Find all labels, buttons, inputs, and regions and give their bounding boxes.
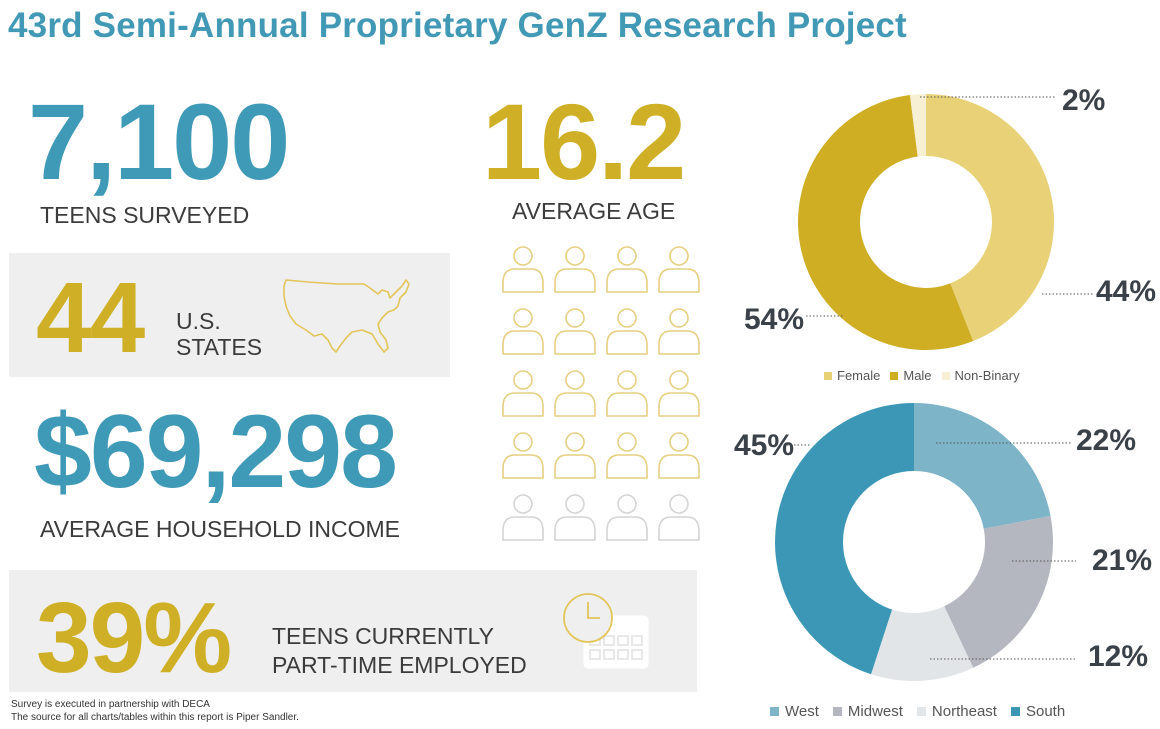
slice-midwest [944,515,1053,668]
legend-midwest: Midwest [832,703,903,720]
states-panel [9,253,450,377]
legend-female-swatch [824,371,832,380]
slice-non-binary [909,94,926,157]
person-icon [502,308,544,355]
legend-south-label: South [1025,703,1066,720]
person-icon [502,494,544,541]
income-label: AVERAGE HOUSEHOLD INCOME [40,516,400,542]
slice-female [926,94,1054,342]
region-legend: West Midwest Northeast South [770,703,1079,720]
person-icon [606,494,648,541]
states-label-line2: STATES [176,334,263,360]
income-value: $69,298 [34,394,398,510]
slice-south [774,403,914,675]
slice-west [914,403,1051,529]
legend-midwest-swatch [832,707,842,716]
states-label-line1: U.S. [176,308,221,334]
footnote-line1: Survey is executed in partnership with D… [11,699,210,710]
person-icon [502,370,544,417]
legend-south-swatch [1010,707,1020,716]
person-icon [554,246,596,293]
data-label-female: 44% [1096,275,1156,308]
gender-legend: Female Male Non-Binary [824,368,1030,383]
person-icon [606,432,648,479]
slice-male [797,95,974,351]
data-label-male: 54% [744,303,804,336]
legend-male: Male [890,368,932,383]
legend-nonbinary-label: Non-Binary [954,368,1020,383]
person-icon [658,494,700,541]
region-donut-chart: 22% 21% 12% 45% [734,403,1152,681]
person-icon [502,432,544,479]
legend-midwest-label: Midwest [847,703,903,720]
slice-northeast [871,606,974,681]
person-icon [658,370,700,417]
legend-male-label: Male [903,368,932,383]
person-icon [606,370,648,417]
legend-west: West [770,703,819,720]
legend-female-label: Female [837,368,881,383]
employed-label-line1: TEENS CURRENTLY [272,623,494,649]
legend-south: South [1010,703,1066,720]
us-map-icon [283,279,410,353]
employed-label-line2: PART-TIME EMPLOYED [272,652,527,678]
average-age-label: AVERAGE AGE [512,198,676,224]
legend-northeast-swatch [916,707,926,716]
legend-nonbinary-swatch [941,371,950,380]
gender-donut-chart: 44% 54% 2% [744,84,1156,351]
person-icon [554,432,596,479]
states-label: U.S. STATES [176,308,262,360]
footnote: Survey is executed in partnership with D… [11,698,299,724]
person-icon [554,308,596,355]
legend-west-label: West [785,703,819,720]
data-label-northeast: 12% [1088,640,1148,673]
data-label-non-binary: 2% [1062,84,1105,117]
legend-female: Female [824,368,880,383]
teens-surveyed-value: 7,100 [28,81,290,202]
legend-west-swatch [770,707,779,716]
person-icon [554,370,596,417]
legend-male-swatch [890,371,899,380]
person-icon [606,246,648,293]
person-icon [658,432,700,479]
page-title: 43rd Semi-Annual Proprietary GenZ Resear… [8,6,907,45]
legend-northeast: Northeast [916,703,997,720]
person-icon [502,246,544,293]
person-icon [606,308,648,355]
legend-nonbinary: Non-Binary [941,368,1020,383]
footnote-line2: The source for all charts/tables within … [11,712,299,723]
person-icon-grid [502,246,700,541]
legend-northeast-label: Northeast [931,703,997,720]
clock-calendar-icon [563,593,649,669]
average-age-value: 16.2 [482,81,686,202]
data-label-west: 22% [1076,424,1136,457]
person-icon [658,308,700,355]
data-label-midwest: 21% [1092,544,1152,577]
data-label-south: 45% [734,429,794,462]
person-icon [658,246,700,293]
person-icon [554,494,596,541]
employed-value: 39% [36,582,232,694]
employed-label: TEENS CURRENTLY PART-TIME EMPLOYED [272,622,527,680]
teens-surveyed-label: TEENS SURVEYED [40,202,250,228]
states-value: 44 [36,262,145,374]
